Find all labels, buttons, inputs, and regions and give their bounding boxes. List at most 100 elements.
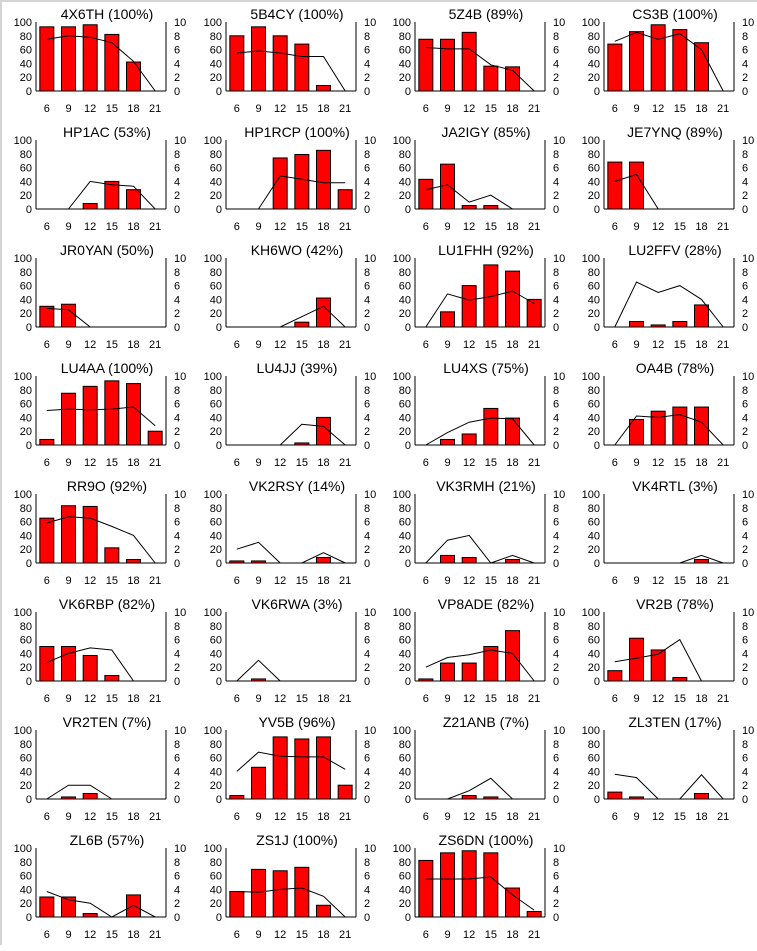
x-tick-label: 15 — [485, 811, 497, 823]
x-tick-label: 12 — [84, 929, 96, 941]
left-tick-label: 0 — [216, 440, 222, 452]
left-tick-label: 0 — [594, 558, 600, 570]
bar — [440, 662, 455, 682]
right-tick-label: 0 — [174, 676, 180, 688]
right-tick-label: 6 — [742, 635, 748, 647]
x-tick-label: 18 — [127, 457, 139, 469]
bar — [440, 38, 455, 92]
left-tick-label: 80 — [20, 31, 32, 43]
bar — [440, 554, 455, 564]
bar — [607, 791, 623, 800]
bar — [39, 305, 55, 328]
right-tick-label: 4 — [364, 412, 370, 424]
right-tick-label: 4 — [364, 58, 370, 70]
left-tick-label: 100 — [14, 607, 32, 619]
x-tick-label: 9 — [255, 103, 261, 115]
bar — [82, 202, 98, 210]
bar — [629, 637, 644, 682]
chart-title: HP1AC (53%) — [63, 124, 151, 140]
x-tick-label: 18 — [506, 693, 518, 705]
right-tick-label: 6 — [364, 281, 370, 293]
right-tick-label: 6 — [364, 871, 370, 883]
x-tick-label: 9 — [65, 929, 71, 941]
left-tick-label: 0 — [26, 204, 32, 216]
bar — [316, 84, 331, 92]
series-line — [236, 50, 346, 92]
left-tick-label: 40 — [20, 412, 32, 424]
x-tick-label: 6 — [234, 693, 240, 705]
series-line — [236, 659, 281, 682]
left-tick-label: 60 — [588, 517, 600, 529]
left-tick-label: 60 — [399, 753, 411, 765]
left-tick-label: 60 — [588, 753, 600, 765]
right-tick-label: 2 — [364, 898, 370, 910]
x-tick-label: 6 — [612, 575, 618, 587]
x-tick-label: 18 — [695, 693, 707, 705]
right-tick-label: 6 — [553, 517, 559, 529]
left-tick-label: 80 — [210, 739, 222, 751]
x-tick-label: 21 — [717, 693, 729, 705]
right-tick-label: 10 — [364, 607, 376, 619]
left-tick-label: 20 — [588, 544, 600, 556]
bar — [251, 26, 266, 92]
chart-title: JE7YNQ (89%) — [627, 124, 723, 140]
right-tick-label: 10 — [742, 253, 754, 265]
x-tick-label: 9 — [633, 693, 639, 705]
series-line — [614, 31, 724, 92]
right-tick-label: 10 — [364, 489, 376, 501]
left-tick-label: 60 — [20, 635, 32, 647]
bar — [483, 407, 499, 446]
right-tick-label: 2 — [742, 72, 748, 84]
left-tick-label: 0 — [26, 558, 32, 570]
chart-panel: 0 20 40 60 80 100 0 2 4 6 8 10 6 9 12 15 18 21 VK3RMH (21%… — [381, 474, 576, 592]
right-tick-label: 0 — [174, 322, 180, 334]
right-tick-label: 4 — [553, 294, 559, 306]
right-tick-label: 10 — [174, 725, 186, 737]
right-tick-label: 2 — [553, 544, 559, 556]
left-tick-label: 100 — [204, 489, 222, 501]
x-tick-label: 12 — [274, 221, 286, 233]
x-tick-label: 18 — [127, 693, 139, 705]
left-tick-label: 80 — [399, 149, 411, 161]
right-tick-label: 10 — [174, 489, 186, 501]
left-tick-label: 40 — [399, 294, 411, 306]
right-tick-label: 2 — [364, 190, 370, 202]
chart-panel: 0 20 40 60 80 100 0 2 4 6 8 10 6 9 12 15 18 21 OA4B (78%) — [570, 356, 757, 474]
right-tick-label: 8 — [174, 621, 180, 633]
x-tick-label: 18 — [127, 929, 139, 941]
right-tick-label: 6 — [364, 163, 370, 175]
left-tick-label: 80 — [399, 857, 411, 869]
x-tick-label: 18 — [317, 929, 329, 941]
right-tick-label: 8 — [742, 739, 748, 751]
left-tick-label: 60 — [210, 871, 222, 883]
right-tick-label: 8 — [553, 31, 559, 43]
x-tick-label: 9 — [65, 457, 71, 469]
x-tick-label: 6 — [234, 457, 240, 469]
left-tick-label: 20 — [588, 190, 600, 202]
right-tick-label: 8 — [174, 31, 180, 43]
right-tick-label: 4 — [553, 884, 559, 896]
series-line — [447, 777, 513, 800]
x-tick-label: 9 — [444, 339, 450, 351]
right-tick-label: 2 — [364, 72, 370, 84]
bar — [629, 31, 644, 92]
right-tick-label: 10 — [742, 725, 754, 737]
bar — [694, 406, 709, 446]
bar — [505, 630, 520, 682]
right-tick-label: 6 — [742, 45, 748, 57]
right-tick-label: 4 — [742, 648, 748, 660]
x-tick-label: 15 — [485, 457, 497, 469]
bar — [337, 189, 353, 210]
x-tick-label: 6 — [44, 929, 50, 941]
right-tick-label: 2 — [364, 426, 370, 438]
right-tick-label: 10 — [364, 843, 376, 855]
x-tick-label: 9 — [444, 457, 450, 469]
x-tick-label: 12 — [652, 457, 664, 469]
right-tick-label: 4 — [174, 176, 180, 188]
